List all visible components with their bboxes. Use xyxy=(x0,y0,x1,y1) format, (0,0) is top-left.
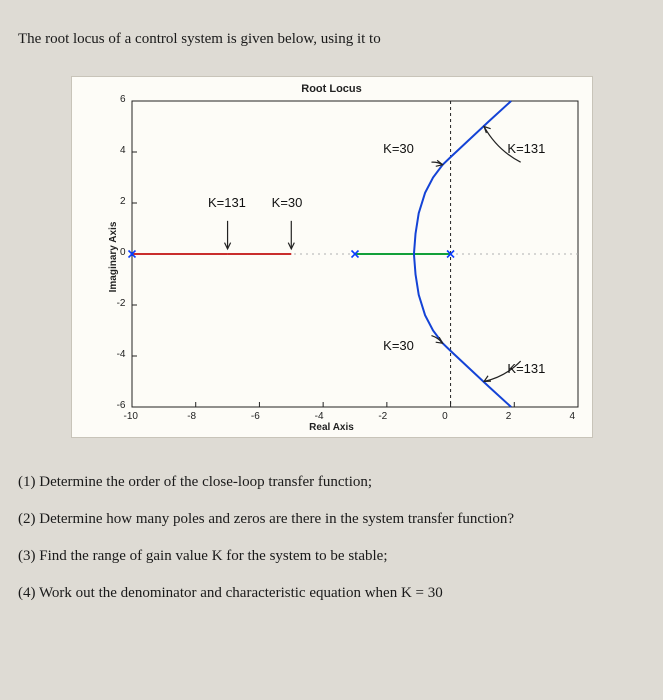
ytick: 2 xyxy=(120,196,126,207)
ytick: -6 xyxy=(117,400,126,411)
question-3: (3) Find the range of gain value K for t… xyxy=(18,548,645,565)
curve-upper-branch xyxy=(413,101,510,254)
intro-text: The root locus of a control system is gi… xyxy=(18,31,645,48)
gain-annotation: K=30 xyxy=(383,141,414,156)
gain-annotation: K=30 xyxy=(272,195,303,210)
gain-annotation: K=30 xyxy=(383,338,414,353)
chart-container: Root Locus Imaginary Axis Real Axis -10-… xyxy=(18,76,645,438)
xtick: 0 xyxy=(442,411,448,422)
question-2: (2) Determine how many poles and zeros a… xyxy=(18,511,645,528)
plot-svg xyxy=(72,77,592,437)
ytick: 4 xyxy=(120,145,126,156)
ytick: 0 xyxy=(120,247,126,258)
root-locus-chart: Root Locus Imaginary Axis Real Axis -10-… xyxy=(71,76,593,438)
xtick: -8 xyxy=(187,411,196,422)
gain-annotation: K=131 xyxy=(507,141,545,156)
gain-annotation: K=131 xyxy=(208,195,246,210)
question-4: (4) Work out the denominator and charact… xyxy=(18,585,645,602)
ytick: -2 xyxy=(117,298,126,309)
question-1: (1) Determine the order of the close-loo… xyxy=(18,474,645,491)
xtick: 2 xyxy=(506,411,512,422)
xtick: -10 xyxy=(124,411,138,422)
xtick: -2 xyxy=(378,411,387,422)
xtick: -4 xyxy=(315,411,324,422)
ytick: -4 xyxy=(117,349,126,360)
curve-lower-branch xyxy=(413,254,510,407)
ytick: 6 xyxy=(120,94,126,105)
xtick: -6 xyxy=(251,411,260,422)
gain-annotation: K=131 xyxy=(507,361,545,376)
xtick: 4 xyxy=(570,411,576,422)
questions-block: (1) Determine the order of the close-loo… xyxy=(18,474,645,602)
